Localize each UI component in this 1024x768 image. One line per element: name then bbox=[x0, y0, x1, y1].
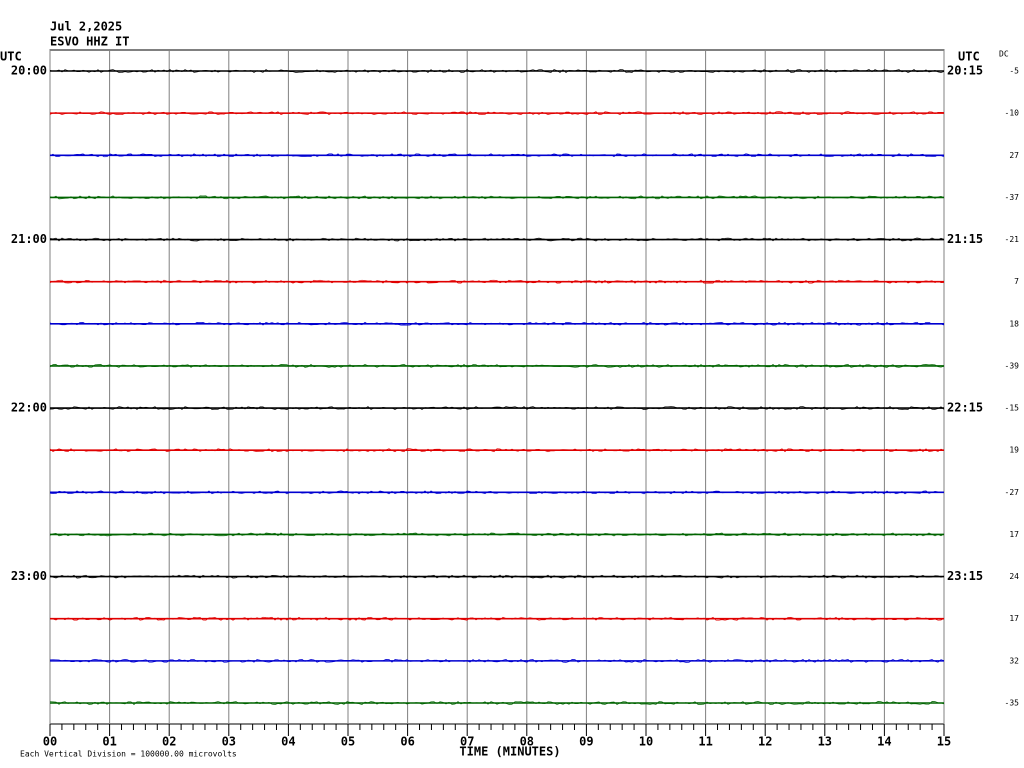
dc-offset: -15 bbox=[1005, 404, 1020, 413]
right-time-label: 22:15 bbox=[947, 401, 983, 415]
dc-offset: -37 bbox=[1005, 193, 1020, 202]
x-tick-label: 04 bbox=[281, 735, 295, 749]
x-tick-label: 11 bbox=[698, 735, 712, 749]
station: ESVO HHZ IT bbox=[50, 35, 129, 49]
dc-offset: 24 bbox=[1009, 572, 1019, 581]
dc-offset: -35 bbox=[1005, 699, 1020, 708]
dc-offset: 19 bbox=[1009, 446, 1019, 455]
trace-noise bbox=[49, 111, 945, 116]
trace-noise bbox=[49, 279, 945, 284]
x-tick-label: 13 bbox=[818, 735, 832, 749]
footer: Each Vertical Division = 100000.00 micro… bbox=[20, 750, 237, 759]
trace-noise bbox=[49, 490, 945, 495]
x-tick-label: 07 bbox=[460, 735, 474, 749]
right-time-label: 23:15 bbox=[947, 569, 983, 583]
right-time-label: 20:15 bbox=[947, 64, 983, 78]
x-tick-label: 09 bbox=[579, 735, 593, 749]
right-time-label: 21:15 bbox=[947, 232, 983, 246]
trace-noise bbox=[49, 153, 945, 158]
trace-noise bbox=[49, 532, 945, 537]
trace-noise bbox=[49, 658, 945, 663]
trace-noise bbox=[49, 574, 945, 579]
dc-offset: -21 bbox=[1005, 235, 1020, 244]
date: Jul 2,2025 bbox=[50, 20, 122, 34]
dc-offset: 32 bbox=[1009, 656, 1019, 665]
x-tick-label: 15 bbox=[937, 735, 951, 749]
dc-offset: -10 bbox=[1005, 109, 1020, 118]
left-axis-label: UTC bbox=[0, 50, 22, 64]
trace-noise bbox=[49, 237, 945, 242]
trace-noise bbox=[49, 616, 945, 621]
dc-offset: 18 bbox=[1009, 319, 1019, 328]
left-time-label: 21:00 bbox=[11, 232, 47, 246]
x-tick-label: 08 bbox=[520, 735, 534, 749]
trace-noise bbox=[49, 69, 945, 73]
trace-noise bbox=[49, 448, 945, 453]
trace-noise bbox=[49, 364, 945, 368]
left-time-label: 23:00 bbox=[11, 569, 47, 583]
x-tick-label: 12 bbox=[758, 735, 772, 749]
trace-noise bbox=[49, 195, 945, 200]
left-time-label: 20:00 bbox=[11, 64, 47, 78]
dc-offset: 17 bbox=[1009, 530, 1019, 539]
right-axis-label: UTC bbox=[958, 50, 980, 64]
x-tick-label: 14 bbox=[877, 735, 891, 749]
x-axis-label: TIME (MINUTES) bbox=[459, 745, 560, 759]
x-tick-label: 05 bbox=[341, 735, 355, 749]
dc-label: DC bbox=[999, 50, 1009, 59]
trace-noise bbox=[49, 406, 945, 410]
dc-offset: -27 bbox=[1005, 488, 1020, 497]
trace-noise bbox=[49, 701, 945, 705]
trace-noise bbox=[49, 321, 945, 326]
x-tick-label: 06 bbox=[400, 735, 414, 749]
x-tick-label: 03 bbox=[222, 735, 236, 749]
dc-offset: -39 bbox=[1005, 361, 1020, 370]
dc-offset: 17 bbox=[1009, 614, 1019, 623]
dc-offset: 27 bbox=[1009, 151, 1019, 160]
dc-offset: -5 bbox=[1009, 67, 1019, 76]
x-tick-label: 00 bbox=[43, 735, 57, 749]
left-time-label: 22:00 bbox=[11, 401, 47, 415]
x-tick-label: 01 bbox=[102, 735, 116, 749]
x-tick-label: 10 bbox=[639, 735, 653, 749]
dc-offset: 7 bbox=[1014, 277, 1019, 286]
x-tick-label: 02 bbox=[162, 735, 176, 749]
